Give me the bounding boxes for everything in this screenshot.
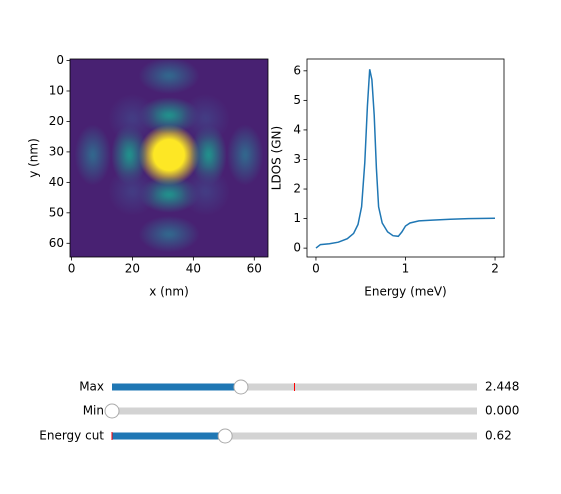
- x-tick-label: 2: [491, 262, 499, 276]
- axes: 0 20 40 60 0 10 20 30 40 50 60 x (nm) y (nm): [27, 53, 269, 299]
- x-tick-label: 60: [247, 262, 262, 276]
- axes: 0 1 2 0 1 2 3 4 5 6 Energy (meV) LDOS (GN): [270, 58, 505, 299]
- slider: Energy cut 0.62: [39, 428, 512, 444]
- slider-label: Min: [83, 404, 104, 418]
- slider-fill: [112, 383, 241, 391]
- y-tick-label: 30: [49, 144, 64, 158]
- spot: [226, 124, 264, 186]
- x-tick-label: 40: [186, 262, 201, 276]
- x-tick-label: 0: [312, 262, 320, 276]
- spot: [138, 124, 200, 186]
- slider-track: [112, 432, 477, 440]
- spot: [138, 215, 200, 253]
- y-tick-label: 50: [49, 205, 64, 219]
- spot: [181, 167, 230, 216]
- slider: Max 2.448: [79, 379, 519, 395]
- x-tick-label: 0: [68, 262, 76, 276]
- slider-label: Energy cut: [39, 429, 104, 443]
- y-tick-label: 10: [49, 83, 64, 97]
- slider-value: 0.000: [485, 404, 519, 418]
- slider-handle[interactable]: [104, 403, 120, 419]
- slider: Min 0.000: [83, 403, 519, 419]
- line: [315, 69, 496, 249]
- spot: [108, 94, 157, 143]
- y-tick-label: 2: [293, 182, 301, 196]
- x-tick-label: 20: [125, 262, 140, 276]
- spot: [138, 59, 200, 95]
- slider-track: [112, 407, 477, 415]
- spot: [108, 167, 157, 216]
- y-tick-label: 40: [49, 175, 64, 189]
- axes-frame: [69, 58, 269, 258]
- y-tick-label: 5: [293, 93, 301, 107]
- image: [70, 59, 268, 257]
- spot: [181, 94, 230, 143]
- y-tick-label: 6: [293, 63, 301, 77]
- y-tick-label: 0: [293, 241, 301, 255]
- slider-label: Max: [79, 380, 104, 394]
- y-tick-label: 0: [56, 53, 64, 67]
- y-tick-label: 60: [49, 236, 64, 250]
- slider-value: 0.62: [485, 429, 512, 443]
- y-axis-label: LDOS (GN): [270, 126, 284, 190]
- y-tick-label: 3: [293, 152, 301, 166]
- slider-handle[interactable]: [233, 379, 249, 395]
- y-axis-label: y (nm): [27, 138, 41, 178]
- x-axis-label: Energy (meV): [364, 285, 446, 299]
- slider-handle[interactable]: [217, 428, 233, 444]
- x-tick-label: 1: [402, 262, 410, 276]
- spot: [74, 124, 112, 186]
- slider-fill: [112, 432, 226, 440]
- slider-value: 2.448: [485, 380, 519, 394]
- y-tick-label: 4: [293, 122, 301, 136]
- y-tick-label: 20: [49, 114, 64, 128]
- y-tick-label: 1: [293, 211, 301, 225]
- x-axis-label: x (nm): [149, 285, 189, 299]
